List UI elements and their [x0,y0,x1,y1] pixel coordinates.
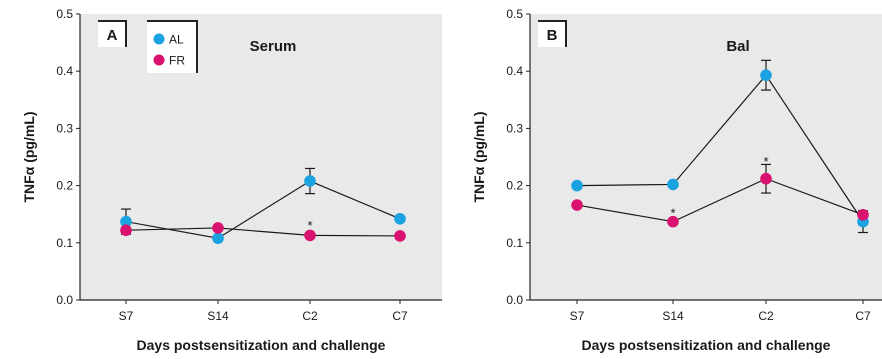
y-tick-label: 0.2 [506,179,523,193]
chart-panel-b: 0.0 0.1 0.2 0.3 0.4 0.5 S7 S14 C2 C7 TNFα (pg/mL) D… [471,7,882,353]
data-point [304,175,316,187]
data-point [667,178,679,191]
y-tick-label: 0.4 [506,64,523,78]
x-tick-label: S14 [207,309,229,323]
y-tick-label: 0.0 [506,293,523,307]
x-axis-label: Days postsensitization and challenge [137,337,386,353]
significance-marker: * [307,218,312,233]
y-tick-label: 0.1 [506,236,523,250]
y-tick-label: 0.2 [56,179,73,193]
series-fr [120,222,406,242]
significance-marker: * [670,205,675,220]
panel-label-box [98,21,126,47]
data-point [760,172,772,185]
x-tick-label: S7 [119,309,134,323]
panel-label-border [98,20,127,47]
data-point [212,222,224,234]
data-point [212,232,224,245]
legend-marker [153,33,165,45]
legend-box [147,21,197,73]
data-point [120,215,132,228]
y-axis-label: TNFα (pg/mL) [471,111,487,202]
series-line [576,178,864,223]
y-tick-label: 0.4 [56,64,73,78]
y-tick-label: 0.0 [56,293,73,307]
panel-label: B [547,27,558,44]
panel-label: A [107,27,118,44]
y-tick-label: 0.5 [506,7,523,21]
y-tick-label: 0.1 [56,236,73,250]
x-tick-label: S14 [662,309,684,323]
y-tick-label: 0.5 [56,7,73,21]
x-tick-label: C7 [392,309,408,323]
significance-marker: * [763,154,768,169]
legend: AL FR [147,20,198,73]
x-tick-label: C2 [302,309,318,323]
data-point [760,69,772,82]
series-line [576,74,864,222]
panel-label-box [538,21,566,47]
data-point [571,199,583,211]
data-point [394,212,406,225]
plot-area [80,14,442,300]
chart-panel-a: 0.0 0.1 0.2 0.3 0.4 0.5 S7 S14 C2 C7 TNFα (pg/mL) D… [21,7,442,353]
y-axis-label: TNFα (pg/mL) [21,111,37,202]
series-line [125,227,401,237]
x-tick-label: C7 [855,309,871,323]
chart-title: Bal [726,38,749,55]
plot-area [530,14,882,300]
y-tick-label: 0.3 [506,121,523,135]
series-line [125,180,401,239]
y-tick-label: 0.3 [56,121,73,135]
chart-title: Serum [250,38,297,55]
x-axis-label: Days postsensitization and challenge [582,337,831,353]
data-point [857,208,869,221]
data-point [394,230,406,242]
legend-label: AL [169,33,184,47]
data-point [571,179,583,192]
series-fr [571,163,869,228]
x-tick-label: S7 [570,309,585,323]
legend-label: FR [169,54,185,68]
data-point [304,229,316,242]
data-point [667,215,679,228]
panel-label-border [538,20,567,47]
legend-marker [153,54,165,66]
x-tick-label: C2 [758,309,774,323]
data-point [120,224,132,237]
legend-border [147,20,198,73]
